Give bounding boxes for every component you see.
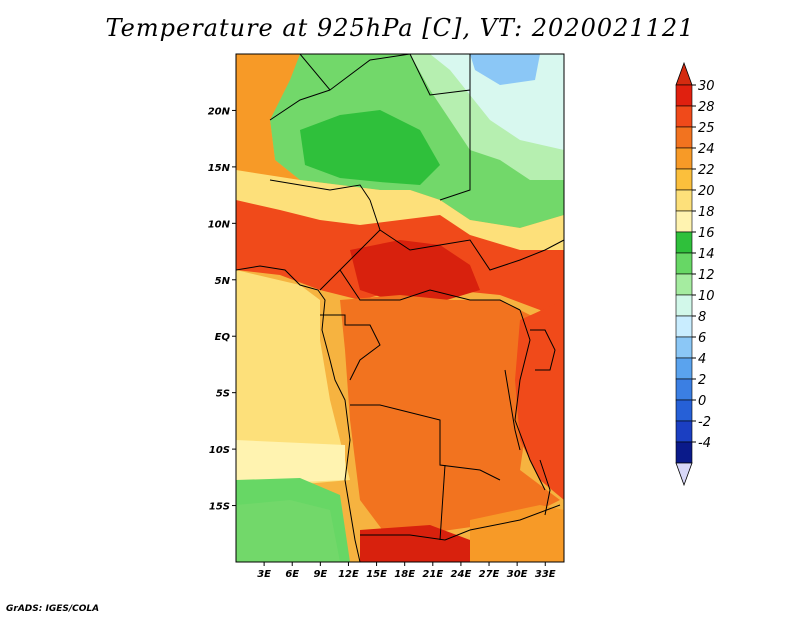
colorbar-label: 14	[698, 247, 715, 262]
colorbar-label: 2	[698, 373, 706, 388]
lake-tanganyika	[504, 369, 521, 451]
colorbar-segment	[675, 168, 693, 191]
y-tick-label: 5S	[216, 389, 230, 400]
colorbar-segment	[675, 420, 693, 443]
colorbar-segment	[675, 231, 693, 254]
x-tick-label: 21E	[422, 569, 443, 580]
colorbar-label: 16	[698, 226, 715, 241]
colorbar-label: 10	[698, 289, 715, 304]
border-nigeria-north	[269, 179, 371, 201]
y-tick-label: 15S	[209, 502, 230, 513]
y-tick-label: 15N	[208, 163, 231, 174]
colorbar-label: 6	[698, 331, 706, 346]
colorbar-label: 18	[698, 205, 715, 220]
y-tick-label: EQ	[215, 332, 231, 343]
colorbar-label: -4	[698, 436, 711, 451]
region-deep-green-north	[300, 110, 440, 185]
x-tick-label: 12E	[338, 569, 359, 580]
colorbar-segment	[675, 294, 693, 317]
region-blue-north	[470, 54, 540, 85]
colorbar-segment	[675, 84, 693, 107]
border-chad-sudan	[439, 90, 471, 201]
border-angola-zambia	[439, 464, 446, 541]
x-tick-label: 27E	[479, 569, 500, 580]
colorbar-segment	[675, 126, 693, 149]
x-tick-label: 24E	[451, 569, 472, 580]
temperature-field	[236, 54, 564, 562]
border-car-congo	[339, 269, 521, 311]
y-tick-label: 20N	[208, 106, 231, 117]
colorbar-label: 25	[698, 121, 715, 136]
colorbar-segment	[675, 315, 693, 338]
colorbar-label: -2	[698, 415, 711, 430]
colorbar-label: 20	[698, 184, 715, 199]
x-tick-label: 33E	[535, 569, 556, 580]
y-tick-label: 10N	[208, 219, 231, 230]
x-tick-label: 6E	[285, 569, 299, 580]
colorbar-segment	[675, 147, 693, 170]
colorbar-segment	[675, 336, 693, 359]
x-tick-label: 30E	[507, 569, 528, 580]
y-tick-label: 10S	[209, 445, 230, 456]
y-axis-ticks: 20N 15N 10N 5N EQ 5S 10S 15S	[208, 106, 236, 513]
colorbar-segment	[675, 273, 693, 296]
region-red-south	[360, 525, 470, 562]
colorbar-top-arrow	[675, 61, 693, 86]
border-niger	[269, 89, 331, 121]
grads-credit: GrADS: IGES/COLA	[6, 604, 100, 614]
colorbar-segment	[675, 105, 693, 128]
colorbar-label: 30	[698, 79, 715, 94]
colorbar-segment	[675, 399, 693, 422]
country-borders	[236, 54, 564, 562]
border-angola-south	[360, 504, 561, 541]
lake-malawi	[539, 459, 551, 516]
region-yellow-band	[236, 170, 564, 250]
colorbar-label: 0	[698, 394, 706, 409]
border-gabon-congo	[320, 314, 381, 381]
region-yellow-atlantic	[236, 270, 350, 490]
border-nigeria-cameroon	[319, 199, 381, 291]
chart-title: Temperature at 925hPa [C], VT: 202002112…	[105, 14, 695, 42]
x-tick-label: 3E	[257, 569, 271, 580]
colorbar-segment	[675, 378, 693, 401]
x-axis-ticks: 3E 6E 9E 12E 15E 18E 21E 24E 27E 30E 33E	[257, 562, 556, 580]
colorbar-segment	[675, 441, 693, 464]
map-frame	[235, 53, 565, 563]
border-north-1	[299, 54, 411, 91]
colorbar-label: 4	[698, 352, 706, 367]
border-drc-east	[514, 309, 546, 491]
colorbar-segment	[675, 189, 693, 212]
x-tick-label: 18E	[394, 569, 415, 580]
border-car-sudan	[379, 229, 564, 271]
colorbar-label: 8	[698, 310, 706, 325]
region-green-southwest-inner	[236, 500, 340, 562]
region-lightyellow-atlantic	[236, 440, 345, 485]
colorbar-segment	[675, 252, 693, 275]
region-darkred-core	[350, 240, 480, 305]
region-orange-northwest	[236, 54, 300, 180]
colorbar-segment	[675, 210, 693, 233]
lake-victoria	[530, 329, 556, 371]
colorbar-segment	[675, 357, 693, 380]
colorbar-label: 24	[698, 142, 715, 157]
x-tick-label: 9E	[313, 569, 327, 580]
coastline	[236, 265, 361, 562]
colorbar-label: 12	[698, 268, 715, 283]
colorbar-label: 28	[698, 100, 715, 115]
region-orange-central	[340, 295, 560, 540]
y-tick-label: 5N	[215, 276, 231, 287]
border-north-2	[409, 54, 471, 96]
colorbar-label: 22	[698, 163, 715, 178]
colorbar-bottom-arrow	[675, 462, 693, 487]
border-angola-north	[350, 404, 501, 481]
region-orange-southeast	[470, 505, 564, 562]
x-tick-label: 15E	[366, 569, 387, 580]
